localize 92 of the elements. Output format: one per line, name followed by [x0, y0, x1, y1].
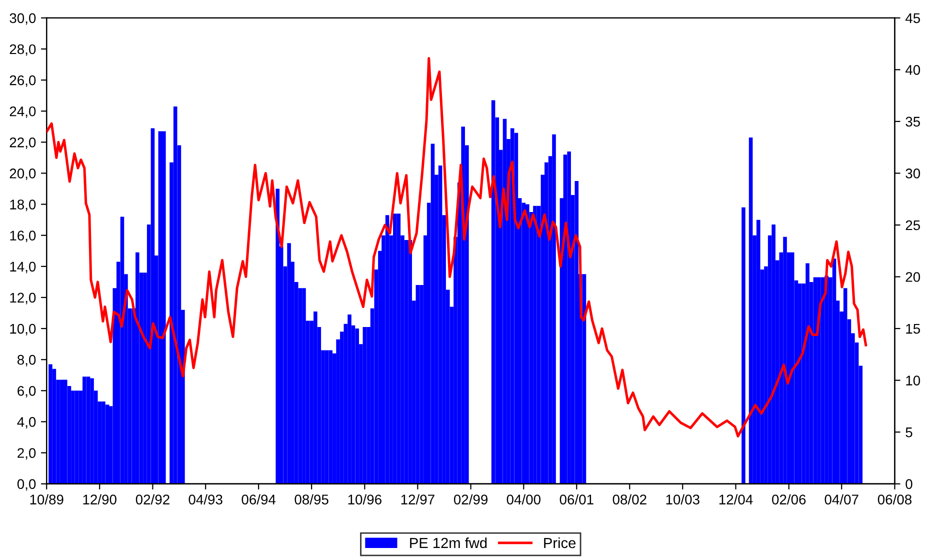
bar — [324, 350, 329, 484]
y-tick-label: 14,0 — [10, 262, 36, 274]
x-tick-label: 04/00 — [506, 494, 540, 504]
bar — [328, 350, 332, 484]
x-tick-label: 12/04 — [719, 494, 753, 504]
bar — [790, 252, 794, 484]
y-tick-label: 18,0 — [10, 200, 36, 212]
x-tick-label: 06/94 — [242, 494, 276, 504]
y-tick-label: 8,0 — [17, 354, 36, 366]
y-tick-label: 10,0 — [10, 324, 36, 336]
y2-tick-label: 45 — [905, 13, 920, 24]
bar — [302, 288, 306, 484]
bar — [276, 188, 280, 484]
x-tick-label: 10/03 — [666, 494, 700, 504]
y-tick-label: 20,0 — [10, 168, 36, 180]
y2-tick-label: 10 — [906, 376, 920, 386]
bar — [348, 314, 352, 484]
bar — [408, 240, 412, 484]
bar — [567, 151, 571, 484]
bar — [783, 236, 787, 484]
bar — [396, 214, 401, 484]
legend-label: Price — [544, 537, 576, 548]
bar — [843, 288, 848, 484]
x-tick-label: 02/92 — [136, 494, 170, 504]
y2-tick-label: 20 — [906, 272, 920, 282]
bar — [90, 378, 94, 484]
bar — [798, 283, 802, 484]
x-tick-label: 02/99 — [454, 494, 488, 504]
bar — [162, 131, 166, 484]
bar — [533, 206, 537, 484]
bar — [393, 214, 397, 484]
bar — [813, 277, 818, 484]
y-tick-label: 30,0 — [10, 13, 36, 25]
y-tick-label: 22,0 — [10, 138, 36, 149]
y2-tick-label: 40 — [905, 65, 920, 75]
x-tick-label: 10/96 — [348, 494, 382, 504]
bar — [772, 224, 776, 484]
x-tick-label: 02/06 — [772, 494, 806, 504]
x-tick-label: 12/97 — [401, 494, 434, 504]
bar — [438, 165, 442, 484]
y-tick-label: 2,0 — [18, 448, 36, 460]
bar — [385, 215, 390, 484]
y2-tick-label: 25 — [906, 220, 920, 230]
y-tick-label: 12,0 — [10, 292, 36, 304]
bar — [552, 134, 556, 484]
bar — [748, 138, 753, 484]
y-tick-label: 24,0 — [10, 106, 36, 118]
bar — [362, 326, 367, 484]
bar — [102, 402, 106, 484]
bar — [806, 263, 810, 484]
bar — [82, 376, 86, 484]
y-tick-label: 4,0 — [17, 417, 36, 429]
y2-tick-label: 15 — [906, 324, 920, 334]
bar — [574, 180, 579, 484]
y2-tick-label: 35 — [906, 116, 920, 127]
bar — [105, 404, 110, 484]
x-tick-label: 04/93 — [188, 494, 222, 504]
x-tick-label: 06/08 — [878, 494, 912, 504]
y-tick-label: 6,0 — [18, 386, 36, 398]
y-tick-label: 16,0 — [10, 230, 36, 242]
line-series — [46, 57, 868, 438]
y-tick-label: 0,0 — [17, 479, 36, 491]
bar — [824, 276, 828, 484]
y-tick-label: 28,0 — [10, 44, 36, 56]
y2-tick-label: 5 — [906, 428, 912, 438]
bar — [832, 258, 836, 484]
y-tick-label: 26,0 — [10, 75, 36, 87]
x-tick-label: 08/95 — [294, 494, 328, 504]
bar — [756, 220, 760, 484]
bar — [430, 144, 435, 484]
bar — [136, 252, 140, 484]
x-tick-label: 12/90 — [83, 494, 116, 504]
bar — [63, 380, 68, 484]
bar — [86, 376, 90, 484]
bar — [158, 131, 162, 484]
x-tick-label: 08/02 — [612, 494, 646, 504]
bar — [314, 311, 318, 484]
x-tick-label: 10/89 — [30, 494, 64, 504]
y2-tick-label: 0 — [906, 479, 912, 490]
bar — [74, 390, 79, 484]
bar — [52, 368, 56, 484]
bar — [817, 277, 821, 484]
bar — [525, 204, 530, 484]
bar — [48, 364, 52, 484]
bar — [355, 328, 359, 484]
y2-tick-label: 30 — [906, 168, 920, 178]
bar — [742, 207, 746, 484]
bar — [416, 285, 420, 484]
x-tick-label: 04/07 — [824, 494, 858, 504]
bar — [287, 243, 291, 484]
x-tick-label: 06/01 — [560, 494, 594, 504]
legend-label: PE 12m fwd — [410, 537, 487, 548]
